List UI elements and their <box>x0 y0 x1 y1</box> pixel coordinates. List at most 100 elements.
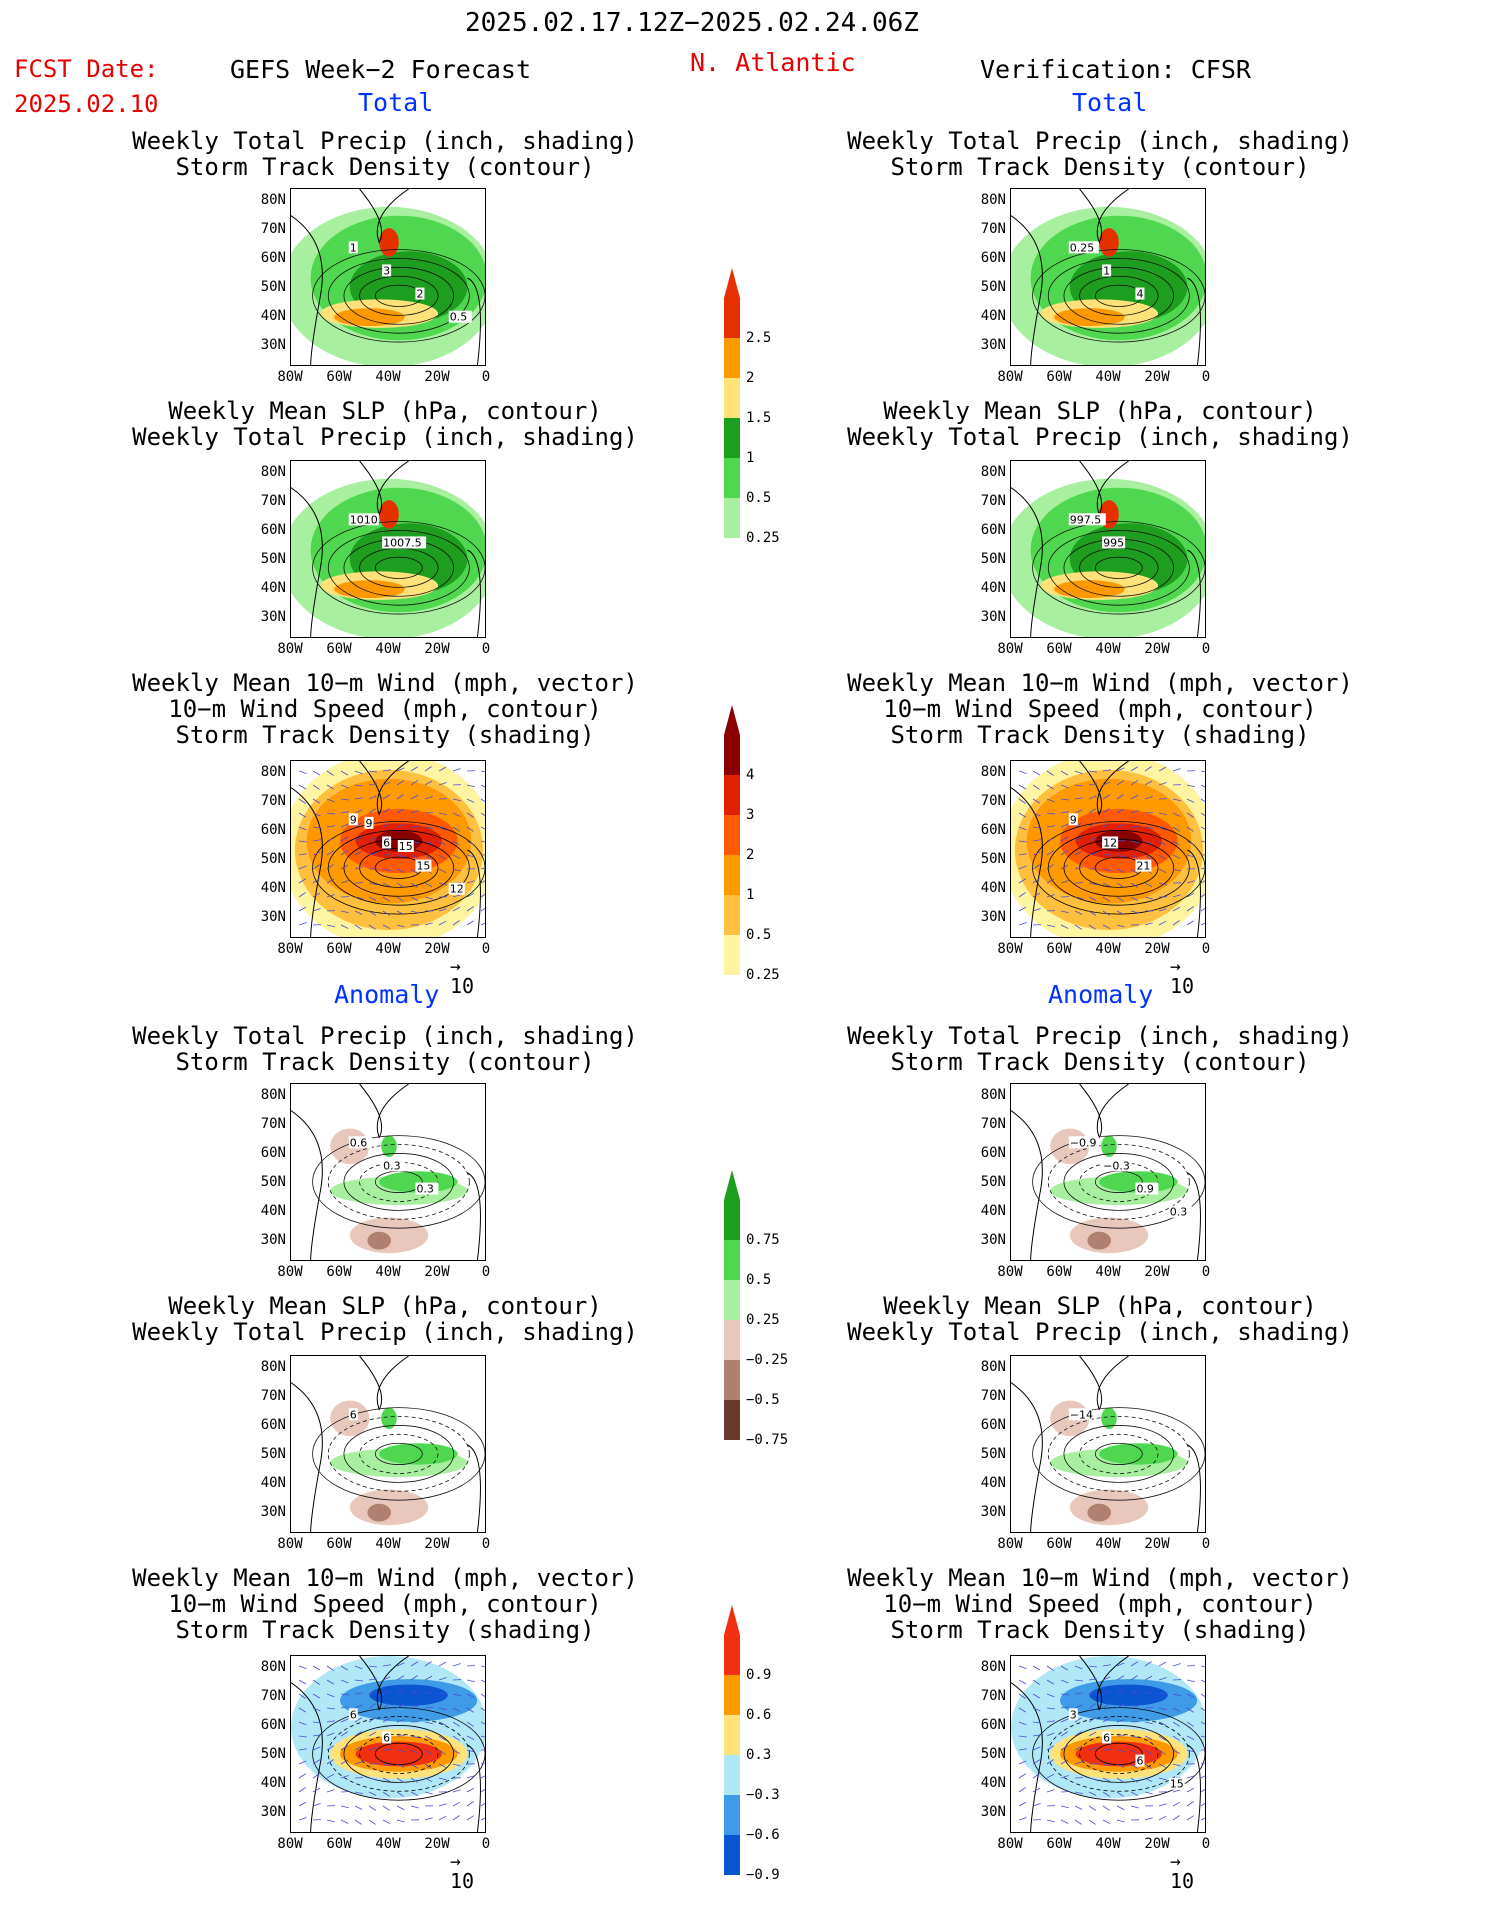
wind-vector <box>396 767 405 772</box>
lat-tick: 40N <box>980 1775 1006 1791</box>
lat-tick: 50N <box>260 851 286 867</box>
wind-vector <box>1018 1760 1027 1765</box>
wind-vector <box>466 920 474 926</box>
wind-vector <box>438 812 447 816</box>
wind-vector <box>466 892 475 898</box>
colorbar-top-arrow <box>724 1170 740 1200</box>
wind-vector <box>340 1819 349 1824</box>
shading-5 <box>355 1741 442 1767</box>
wind-vector <box>438 1661 447 1667</box>
contour-label: 6 <box>1103 1731 1110 1744</box>
wind-vector <box>326 837 335 842</box>
map-cfsr-precip-anom: −0.9 −0.3 0.9 0.3 <box>1010 1083 1206 1261</box>
wind-vector <box>410 854 419 859</box>
total-label-right: Total <box>1072 88 1148 117</box>
map-cfsr-wind-total: 9 12 21 <box>1010 760 1206 938</box>
contour-line <box>343 1725 455 1783</box>
lon-tick: 20W <box>424 641 450 657</box>
contour-line <box>1032 821 1205 915</box>
lat-tick: 50N <box>980 551 1006 567</box>
wind-vector <box>1046 924 1055 928</box>
wind-vector <box>1200 1693 1205 1698</box>
coastline <box>291 761 481 937</box>
wind-vector <box>1172 894 1181 898</box>
lon-tick: 0 <box>481 941 491 957</box>
wind-vector <box>1130 840 1139 844</box>
contour-line <box>1094 1442 1143 1465</box>
wind-vector <box>1102 781 1111 786</box>
wind-vector <box>410 1705 419 1709</box>
wind-vector <box>452 1815 460 1821</box>
wind-vector <box>466 1693 475 1698</box>
lon-tick: 20W <box>1144 1536 1170 1552</box>
contour-line <box>1063 1725 1175 1783</box>
vector-reference-value: 10 <box>1170 974 1195 998</box>
wind-vector <box>452 812 461 817</box>
contour-line <box>1047 1144 1190 1220</box>
wind-vector <box>466 1775 475 1779</box>
colorbar-precip_anom: 0.75 0.5 0.25 −0.25 −0.5 −0.75 <box>722 1170 802 1470</box>
wind-vector <box>1102 1777 1111 1782</box>
colorbar-label: 4 <box>746 767 755 783</box>
wind-vector <box>1158 868 1167 873</box>
wind-vector <box>1200 784 1205 788</box>
wind-vector <box>1088 836 1097 842</box>
lat-tick: 80N <box>980 1087 1006 1103</box>
wind-vector <box>480 1775 485 1779</box>
lat-tick: 40N <box>980 1203 1006 1219</box>
wind-vector <box>368 1777 377 1781</box>
lat-tick: 50N <box>260 279 286 295</box>
wind-vector <box>312 1707 321 1712</box>
wind-vector <box>438 826 447 831</box>
wind-vector <box>298 922 307 926</box>
wind-vector <box>382 882 391 887</box>
wind-vector <box>452 1801 461 1807</box>
wind-vector <box>424 1675 433 1681</box>
wind-vector <box>438 1763 447 1768</box>
lon-tick: 0 <box>1201 1264 1211 1280</box>
wind-vector <box>1172 1707 1181 1712</box>
wind-vector <box>452 1763 461 1767</box>
wind-vector <box>410 1689 419 1695</box>
colorbar-label: −0.5 <box>746 1392 780 1408</box>
wind-vector <box>466 1815 474 1821</box>
contour-label: 15 <box>416 860 430 873</box>
wind-vector <box>1074 1731 1082 1737</box>
wind-vector <box>1060 924 1069 929</box>
wind-vector <box>466 1735 475 1740</box>
wind-vector <box>424 840 433 845</box>
wind-vector <box>1018 922 1027 926</box>
colorbar-label: 0.5 <box>746 490 772 506</box>
wind-vector <box>298 784 307 790</box>
lon-tick: 0 <box>1201 941 1211 957</box>
wind-vector <box>424 922 433 926</box>
wind-vector <box>1116 854 1125 858</box>
shading-0 <box>1069 1217 1149 1254</box>
lon-tick: 80W <box>277 641 303 657</box>
lat-tick: 30N <box>980 1504 1006 1520</box>
wind-vector <box>438 1735 446 1741</box>
wind-vector <box>1088 1690 1097 1695</box>
wind-vector <box>340 1731 349 1737</box>
wind-vector <box>424 896 433 900</box>
wind-vector <box>1116 767 1125 772</box>
wind-vector <box>312 1746 321 1751</box>
wind-vector <box>1074 784 1083 787</box>
wind-vector <box>326 1745 335 1751</box>
lon-tick: 40W <box>1095 1536 1121 1552</box>
wind-vector <box>396 896 404 902</box>
wind-vector <box>382 1717 391 1723</box>
wind-vector <box>1130 780 1138 786</box>
wind-vector <box>326 1732 335 1737</box>
wind-vector <box>480 893 485 898</box>
contour-label: 12 <box>450 883 464 896</box>
wind-vector <box>1172 1789 1181 1793</box>
wind-vector <box>1088 822 1096 828</box>
wind-vector <box>298 1817 307 1821</box>
contour-line <box>359 1433 439 1474</box>
wind-vector <box>1172 1735 1180 1741</box>
wind-vector <box>424 882 433 887</box>
contour-line <box>327 258 470 334</box>
wind-vector <box>1186 840 1195 845</box>
